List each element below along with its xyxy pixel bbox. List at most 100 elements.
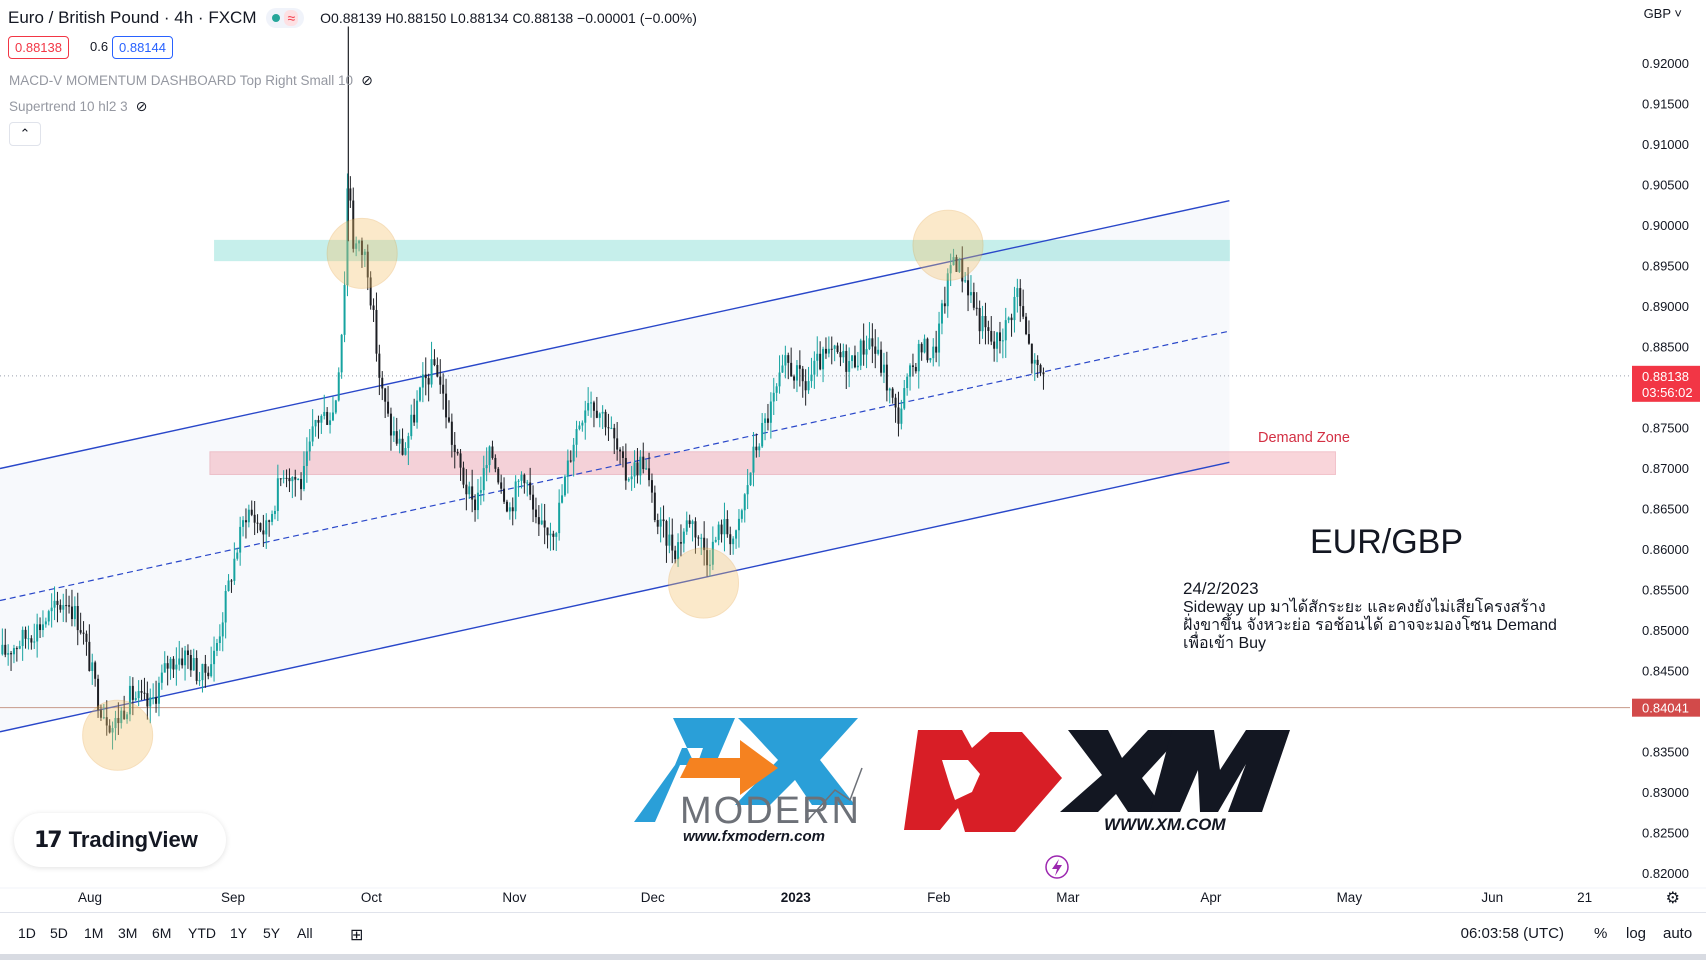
candle-body <box>329 420 332 425</box>
clock-time[interactable]: 06:03:58 (UTC) <box>1460 925 1564 942</box>
candle-body <box>801 368 804 382</box>
auto-toggle[interactable]: auto <box>1663 925 1693 942</box>
candle-body <box>561 495 564 503</box>
candle-body <box>732 538 735 545</box>
candle-body <box>598 413 601 418</box>
candle-body <box>213 650 216 665</box>
symbol-title[interactable]: Euro / British Pound · 4h · FXCM <box>8 8 257 27</box>
candle-body <box>575 429 578 445</box>
range-1d[interactable]: 1D <box>18 925 36 941</box>
candle-body <box>671 534 674 551</box>
flash-icon-ring <box>1045 855 1069 879</box>
candle-body <box>621 451 624 458</box>
candle-body <box>410 414 413 437</box>
xm-logo: WWW.XM.COM <box>904 730 1290 834</box>
price-tick-label: 0.91000 <box>1642 137 1689 152</box>
candle-body <box>563 476 566 496</box>
market-status[interactable]: ≈ <box>266 8 305 28</box>
candle-body <box>250 509 253 515</box>
candle-body <box>404 448 407 455</box>
level-price-badge <box>1632 698 1700 717</box>
range-1m[interactable]: 1M <box>84 925 104 941</box>
candle-body <box>601 411 604 414</box>
candle-body <box>288 477 291 482</box>
candle-body <box>555 533 558 537</box>
candle-body <box>920 343 923 353</box>
candle-body <box>993 341 996 349</box>
candle-body <box>665 521 668 546</box>
range-ytd[interactable]: YTD <box>188 925 216 941</box>
candle-body <box>305 451 308 466</box>
candle-body <box>39 624 42 631</box>
note-line: ฝั่งขาขึ้น จังหวะย่อ รอช้อนได้ อาจจะมองโ… <box>1183 613 1557 634</box>
range-all[interactable]: All <box>297 925 313 941</box>
time-tick-label: 21 <box>1577 890 1592 905</box>
bid-price[interactable]: 0.88138 <box>8 36 69 59</box>
xm-url: WWW.XM.COM <box>1104 815 1226 834</box>
range-3m[interactable]: 3M <box>118 925 138 941</box>
candle-body <box>816 353 819 361</box>
candle-body <box>459 453 462 468</box>
candle-body <box>581 422 584 426</box>
candle-body <box>587 403 590 411</box>
ohlc-values: O0.88139 H0.88150 L0.88134 C0.88138 −0.0… <box>320 10 697 26</box>
currency-selector[interactable]: GBP ˅ <box>1643 6 1682 21</box>
price-tick-label: 0.89500 <box>1642 259 1689 274</box>
indicator-supertrend[interactable]: Supertrend 10 hl2 3 ⊘ <box>9 98 147 115</box>
demand-zone-label: Demand Zone <box>1258 430 1350 446</box>
candle-body <box>743 494 746 511</box>
candle-body <box>1004 320 1007 341</box>
candle-body <box>775 386 778 393</box>
range-5y[interactable]: 5Y <box>263 925 281 941</box>
range-1y[interactable]: 1Y <box>230 925 248 941</box>
time-tick-label: Feb <box>927 890 950 905</box>
candle-body <box>340 334 343 373</box>
candle-body <box>439 376 442 385</box>
candle-body <box>378 353 381 378</box>
candle-body <box>627 479 630 481</box>
fx-modern-trend-icon <box>807 767 863 821</box>
candle-body <box>790 362 793 377</box>
candle-body <box>204 663 207 673</box>
candle-body <box>59 604 62 610</box>
candle-body <box>819 353 822 370</box>
date-range-calendar-icon[interactable]: ⊞ <box>350 927 364 944</box>
ask-price[interactable]: 0.88144 <box>112 36 173 59</box>
candle-body <box>230 580 233 582</box>
candle-body <box>184 650 187 666</box>
candle-body <box>827 348 830 354</box>
tradingview-logo[interactable]: 17 TradingView <box>14 813 226 867</box>
candle-body <box>717 524 720 540</box>
candle-body <box>465 484 468 495</box>
note-line: Sideway up มาได้สักระยะ และคงยังไม่เสียโ… <box>1183 597 1546 616</box>
settings-gear-icon[interactable]: ⚙ <box>1665 890 1680 907</box>
candle-body <box>82 632 85 634</box>
range-6m[interactable]: 6M <box>152 925 172 941</box>
candle-body <box>911 365 914 367</box>
indicator-macd[interactable]: MACD-V MOMENTUM DASHBOARD Top Right Smal… <box>9 72 373 89</box>
candle-body <box>532 494 535 510</box>
hidden-eye-icon[interactable]: ⊘ <box>361 72 373 88</box>
candle-body <box>88 641 91 672</box>
log-toggle[interactable]: log <box>1626 925 1647 942</box>
candle-body <box>436 364 439 377</box>
candle-body <box>549 533 552 536</box>
candle-body <box>830 348 833 350</box>
chevron-up-icon: ⌃ <box>19 126 31 141</box>
candle-body <box>862 340 865 355</box>
hidden-eye-icon[interactable]: ⊘ <box>135 98 148 114</box>
candle-body <box>546 527 549 536</box>
candle-body <box>128 685 131 715</box>
candle-body <box>616 438 619 450</box>
range-5d[interactable]: 5D <box>50 925 68 941</box>
candle-body <box>334 400 337 413</box>
percent-toggle[interactable]: % <box>1594 925 1608 942</box>
price-tick-label: 0.83500 <box>1642 745 1689 760</box>
candle-body <box>172 658 175 670</box>
spread-value: 0.6 <box>90 39 109 54</box>
candle-body <box>239 526 242 553</box>
candle-body <box>256 522 259 524</box>
collapse-legend-button[interactable]: ⌃ <box>9 122 41 146</box>
